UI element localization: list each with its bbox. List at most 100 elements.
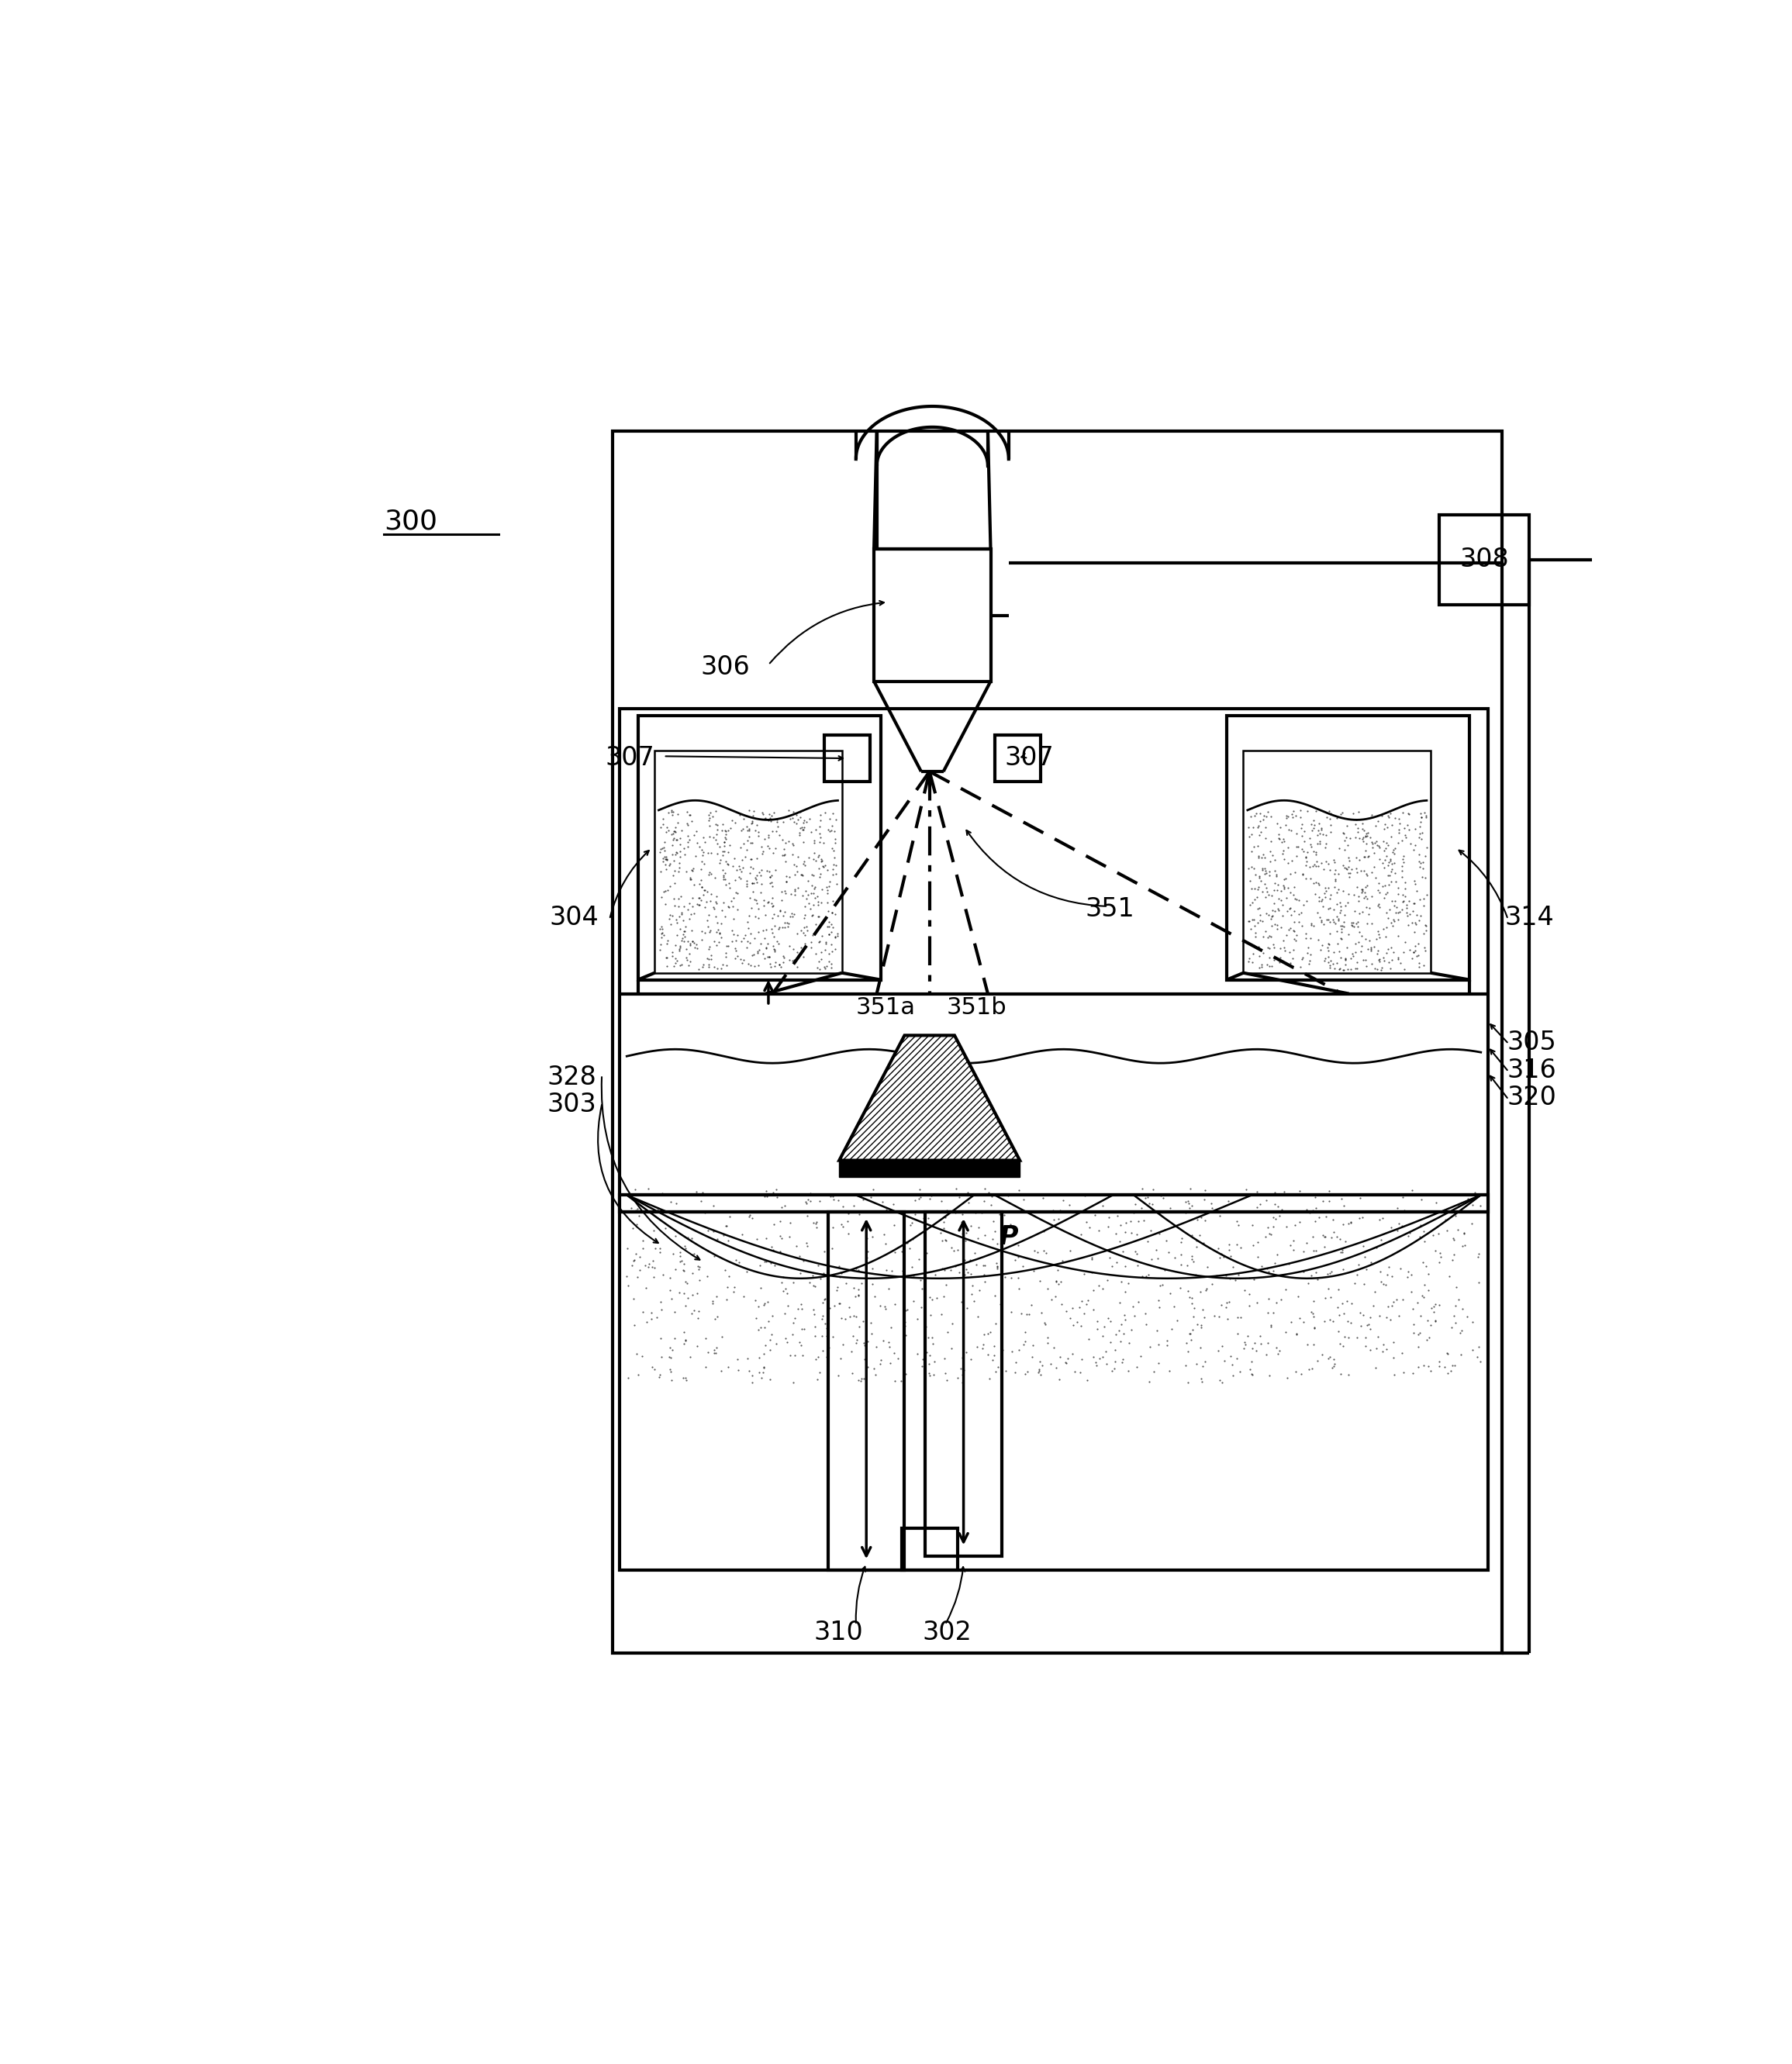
Text: 314: 314: [1505, 904, 1554, 931]
Point: [728, 844, 756, 877]
Point: [672, 1323, 701, 1356]
Point: [780, 805, 808, 838]
Point: [905, 1172, 934, 1205]
Point: [1380, 857, 1409, 890]
Point: [667, 896, 695, 929]
Point: [1322, 900, 1351, 933]
Point: [695, 799, 724, 832]
Point: [738, 807, 767, 840]
Point: [898, 1251, 926, 1284]
Point: [950, 1243, 978, 1276]
Point: [1254, 854, 1283, 888]
Point: [1158, 1313, 1186, 1346]
Point: [710, 826, 738, 859]
Point: [1339, 939, 1367, 972]
Point: [695, 916, 724, 949]
Point: [788, 859, 817, 892]
Point: [984, 1226, 1012, 1259]
Point: [1303, 844, 1331, 877]
Point: [728, 813, 756, 846]
Point: [1226, 1232, 1254, 1265]
Point: [1453, 1300, 1482, 1333]
Point: [1342, 945, 1371, 978]
Point: [738, 939, 767, 972]
Point: [1376, 854, 1405, 888]
Point: [1369, 1327, 1398, 1360]
Point: [695, 821, 724, 854]
Point: [1310, 1282, 1339, 1315]
Point: [774, 943, 803, 976]
Point: [1133, 1181, 1161, 1214]
Point: [1020, 1234, 1048, 1267]
Point: [815, 865, 844, 898]
Point: [1138, 1172, 1167, 1205]
Point: [1330, 834, 1358, 867]
Point: [1079, 1292, 1107, 1325]
Point: [1107, 1265, 1136, 1298]
Point: [665, 850, 694, 883]
Bar: [1228, 716, 1469, 980]
Point: [1288, 910, 1317, 943]
Point: [901, 1183, 930, 1216]
Point: [1274, 871, 1303, 904]
Point: [871, 1292, 900, 1325]
Point: [1387, 861, 1416, 894]
Point: [928, 1224, 957, 1257]
Point: [745, 1311, 774, 1344]
Point: [814, 813, 842, 846]
Point: [857, 1181, 885, 1214]
Point: [814, 869, 842, 902]
Point: [961, 1236, 989, 1269]
Point: [1256, 1309, 1285, 1342]
Point: [909, 1201, 937, 1234]
Point: [1401, 939, 1430, 972]
Point: [649, 912, 677, 945]
Point: [1240, 910, 1269, 943]
Point: [1236, 817, 1265, 850]
Point: [1269, 900, 1297, 933]
Point: [778, 896, 806, 929]
Point: [1301, 838, 1330, 871]
Point: [821, 921, 849, 954]
Point: [763, 805, 792, 838]
Point: [1328, 923, 1357, 956]
Point: [1331, 821, 1360, 854]
Point: [1333, 918, 1362, 952]
Point: [749, 1356, 778, 1389]
Point: [640, 1214, 668, 1247]
Point: [701, 1302, 729, 1335]
Point: [1271, 931, 1299, 964]
Point: [702, 1280, 731, 1313]
Point: [1380, 1358, 1409, 1391]
Point: [830, 1302, 858, 1335]
Point: [1319, 947, 1348, 980]
Point: [1047, 1288, 1075, 1321]
Point: [839, 1319, 867, 1352]
Point: [1310, 852, 1339, 885]
Point: [1410, 861, 1439, 894]
Point: [735, 795, 763, 828]
Point: [1310, 941, 1339, 974]
Point: [1265, 941, 1294, 974]
Point: [1367, 1265, 1396, 1298]
Point: [851, 1329, 880, 1362]
Point: [853, 1240, 882, 1273]
Point: [801, 1207, 830, 1240]
Point: [665, 900, 694, 933]
Point: [731, 918, 760, 952]
Point: [957, 1344, 986, 1377]
Point: [812, 927, 840, 960]
Point: [1131, 1259, 1159, 1292]
Point: [1367, 954, 1396, 987]
Point: [781, 850, 810, 883]
Point: [1421, 1288, 1450, 1321]
Point: [1274, 813, 1303, 846]
Point: [742, 813, 771, 846]
Point: [758, 1230, 787, 1263]
Point: [812, 871, 840, 904]
Point: [1407, 801, 1435, 834]
Point: [1299, 809, 1328, 842]
Point: [758, 1319, 787, 1352]
Point: [650, 840, 679, 873]
Point: [1278, 844, 1306, 877]
